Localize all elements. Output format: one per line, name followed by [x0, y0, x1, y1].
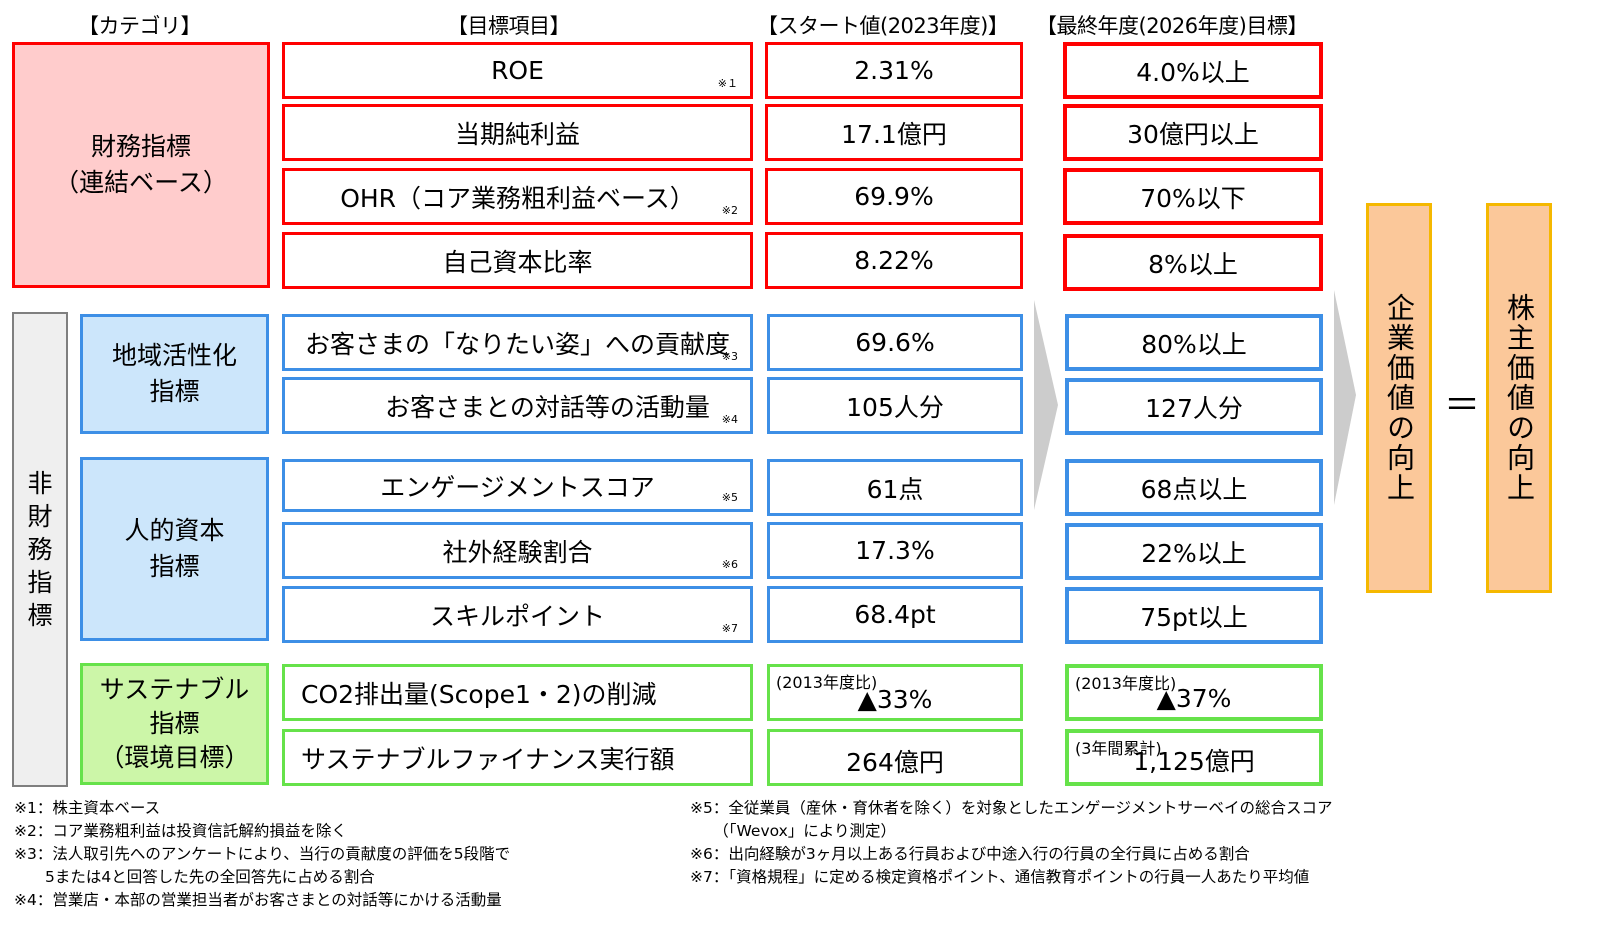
start-skill: 68.4pt — [767, 586, 1023, 643]
item-label: 自己資本比率 — [442, 247, 593, 277]
footnote-3-cont: 5または4と回答した先の全回答先に占める割合 — [14, 868, 375, 886]
footnote-1: ※1：株主資本ベース — [14, 799, 161, 817]
item-label: ROE — [491, 56, 544, 85]
equals-sign: ＝ — [1443, 385, 1480, 426]
category-financial: 財務指標 （連結ベース） — [12, 42, 270, 288]
header-start: 【スタート値(2023年度)】 — [757, 14, 1009, 38]
item-equity-ratio: 自己資本比率 — [282, 232, 753, 289]
target-sf-basis: (3年間累計) — [1075, 739, 1162, 758]
target-skill: 75pt以上 — [1065, 587, 1323, 644]
item-label: お客さまの「なりたい姿」への貢献度 — [304, 329, 730, 359]
target-co2: (2013年度比) ▲37% — [1065, 664, 1323, 721]
category-regional: 地域活性化 指標 — [80, 314, 269, 434]
item-label: OHR（コア業務粗利益ベース） — [340, 183, 695, 213]
target-contribution: 80%以上 — [1065, 314, 1323, 371]
outcome-shareholder-label: 株主価値の向上 — [1503, 293, 1536, 503]
item-label: エンゲージメントスコア — [380, 472, 655, 502]
item-skill: スキルポイント ※7 — [282, 586, 753, 643]
footnote-7: ※7：「資格規程」に定める検定資格ポイント、通信教育ポイントの行員一人あたり平均… — [690, 868, 1310, 886]
target-net-income: 30億円以上 — [1063, 104, 1323, 161]
footnote-ref: ※5 — [721, 491, 738, 504]
start-contribution: 69.6% — [767, 314, 1023, 371]
footnote-6: ※6：出向経験が3ヶ月以上ある行員および中途入行の行員の全行員に占める割合 — [690, 845, 1250, 863]
start-co2-value: ▲33% — [857, 685, 933, 714]
item-ohr: OHR（コア業務粗利益ベース） ※2 — [282, 168, 753, 225]
start-sustainable-finance: 264億円 — [767, 729, 1023, 786]
start-net-income: 17.1億円 — [765, 104, 1023, 161]
arrow-shape — [1034, 290, 1356, 510]
start-co2: (2013年度比) ▲33% — [767, 664, 1023, 721]
target-sustainable-finance: (3年間累計) 1,125億円 — [1065, 729, 1323, 786]
item-label: お客さまとの対話等の活動量 — [385, 392, 710, 422]
footnote-ref: ※6 — [721, 558, 738, 571]
item-co2: CO2排出量(Scope1・2)の削減 — [282, 664, 753, 721]
footnote-ref: ※１ — [717, 77, 738, 90]
item-net-income: 当期純利益 — [282, 104, 753, 161]
item-sustainable-finance: サステナブルファイナンス実行額 — [282, 729, 753, 786]
category-human: 人的資本 指標 — [80, 457, 269, 641]
start-equity-ratio: 8.22% — [765, 232, 1023, 289]
target-ohr: 70%以下 — [1063, 168, 1323, 225]
category-nonfinancial: 非 財 務 指 標 — [12, 312, 68, 787]
start-engagement: 61点 — [767, 459, 1023, 516]
item-contribution: お客さまの「なりたい姿」への貢献度 ※3 — [282, 314, 753, 371]
header-item: 【目標項目】 — [447, 14, 571, 38]
item-roe: ROE ※１ — [282, 42, 753, 99]
header-category: 【カテゴリ】 — [78, 14, 202, 38]
outcome-shareholder-value: 株主価値の向上 — [1486, 203, 1552, 593]
footnotes-right: ※5：全従業員（産休・育休者を除く）を対象としたエンゲージメントサーベイの総合ス… — [690, 797, 1333, 889]
item-label: 当期純利益 — [454, 119, 580, 149]
item-external: 社外経験割合 ※6 — [282, 522, 753, 579]
item-label: CO2排出量(Scope1・2)の削減 — [301, 679, 657, 709]
outcome-corporate-label: 企業価値の向上 — [1383, 293, 1416, 503]
category-sustainable: サステナブル 指標 （環境目標） — [80, 663, 269, 785]
target-roe: 4.0%以上 — [1063, 42, 1323, 99]
footnote-4: ※4：営業店・本部の営業担当者がお客さまとの対話等にかける活動量 — [14, 891, 502, 909]
start-external: 17.3% — [767, 522, 1023, 579]
target-external: 22%以上 — [1065, 523, 1323, 580]
target-sf-value: 1,125億円 — [1133, 747, 1255, 776]
footnote-ref: ※4 — [721, 413, 738, 426]
footnote-ref: ※3 — [721, 350, 738, 363]
item-label: サステナブルファイナンス実行額 — [301, 744, 675, 774]
footnote-5: ※5：全従業員（産休・育休者を除く）を対象としたエンゲージメントサーベイの総合ス… — [690, 799, 1333, 817]
footnote-ref: ※7 — [721, 622, 738, 635]
start-dialogue: 105人分 — [767, 377, 1023, 434]
footnotes-left: ※1：株主資本ベース ※2：コア業務粗利益は投資信託解約損益を除く ※3：法人取… — [14, 797, 510, 912]
footnote-2: ※2：コア業務粗利益は投資信託解約損益を除く — [14, 822, 347, 840]
start-roe: 2.31% — [765, 42, 1023, 99]
footnote-5-cont: （「Wevox」により測定） — [690, 822, 896, 840]
item-label: 社外経験割合 — [442, 537, 593, 567]
start-ohr: 69.9% — [765, 168, 1023, 225]
start-sf-value: 264億円 — [846, 748, 944, 777]
item-dialogue: お客さまとの対話等の活動量 ※4 — [282, 377, 753, 434]
item-label: スキルポイント — [429, 601, 605, 631]
footnote-3: ※3：法人取引先へのアンケートにより、当行の貢献度の評価を5段階で — [14, 845, 511, 863]
target-equity-ratio: 8%以上 — [1063, 234, 1323, 291]
header-target: 【最終年度(2026年度)目標】 — [1036, 14, 1308, 38]
target-co2-basis: (2013年度比) — [1075, 674, 1177, 693]
footnote-ref: ※2 — [721, 204, 738, 217]
target-engagement: 68点以上 — [1065, 459, 1323, 516]
item-engagement: エンゲージメントスコア ※5 — [282, 459, 753, 512]
arrow-polygon — [1034, 300, 1058, 510]
target-dialogue: 127人分 — [1065, 378, 1323, 435]
start-co2-basis: (2013年度比) — [776, 673, 878, 692]
target-co2-value: ▲37% — [1156, 684, 1232, 713]
outcome-corporate-value: 企業価値の向上 — [1366, 203, 1432, 593]
arrow-polygon-2 — [1334, 290, 1356, 505]
